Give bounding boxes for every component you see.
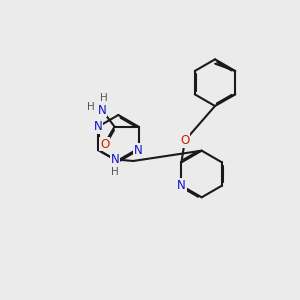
Text: N: N	[94, 120, 103, 133]
Text: H: H	[87, 102, 95, 112]
Text: N: N	[98, 103, 106, 116]
Text: H: H	[111, 167, 119, 177]
Text: O: O	[180, 134, 189, 147]
Text: N: N	[134, 143, 143, 157]
Text: O: O	[100, 137, 109, 151]
Text: H: H	[100, 93, 107, 103]
Text: N: N	[177, 179, 186, 192]
Text: N: N	[110, 153, 119, 166]
